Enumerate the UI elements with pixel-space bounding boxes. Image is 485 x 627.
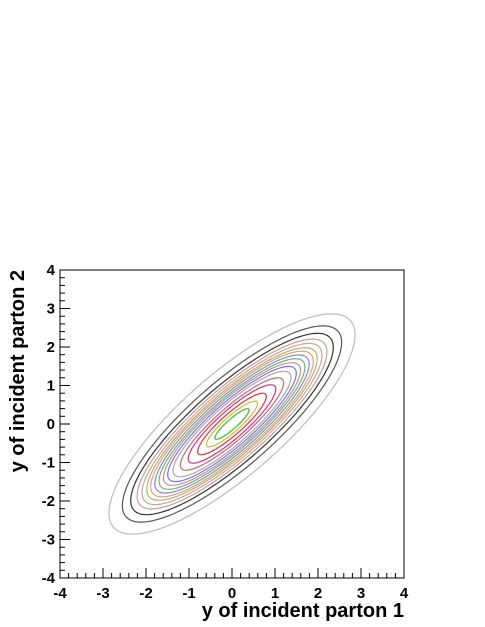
contour-level-5 — [141, 342, 323, 506]
x-tick-label: -3 — [96, 585, 109, 602]
y-tick-label: 3 — [47, 301, 55, 318]
contour-level-12 — [172, 370, 292, 478]
y-tick-label: -2 — [42, 493, 55, 510]
x-tick-label: -2 — [139, 585, 152, 602]
y-tick-label: 2 — [47, 339, 55, 356]
tick-layer: -4 -3 -2 -1 0 1 2 3 4 -4 -3 -2 -1 0 1 2 3 4 — [42, 262, 409, 602]
x-tick-label: 3 — [357, 585, 365, 602]
contour-level-16 — [205, 400, 259, 448]
x-axis-title: y of incident parton 1 — [202, 600, 404, 622]
y-axis-title: y of incident parton 2 — [7, 270, 29, 472]
contour-level-13 — [179, 377, 285, 471]
x-tick-label: 2 — [314, 585, 322, 602]
contour-level-10 — [162, 362, 302, 486]
contour-level-14 — [187, 384, 277, 464]
contour-level-6 — [146, 347, 318, 501]
contour-level-3 — [130, 332, 334, 516]
contour-level-15 — [196, 392, 268, 456]
x-tick-label: 1 — [271, 585, 279, 602]
contour-level-1 — [108, 313, 356, 535]
plot-frame — [59, 269, 405, 579]
y-tick-label: -4 — [42, 570, 56, 587]
y-tick-label: -3 — [42, 532, 55, 549]
y-tick-label: 4 — [47, 262, 56, 279]
contour-layer — [108, 313, 356, 535]
contour-level-8 — [154, 354, 310, 494]
y-tick-label: -1 — [42, 455, 55, 472]
contour-level-17 — [214, 408, 250, 440]
contour-level-11 — [167, 365, 297, 483]
y-tick-label: 0 — [47, 416, 55, 433]
x-tick-label: 0 — [228, 585, 236, 602]
y-tick-label: 1 — [47, 378, 55, 395]
contour-level-7 — [149, 350, 315, 498]
x-tick-label: -1 — [182, 585, 195, 602]
contour-level-9 — [158, 358, 306, 490]
contour-level-4 — [136, 338, 328, 510]
x-tick-label: 4 — [400, 585, 409, 602]
contour-level-2 — [121, 325, 343, 523]
x-tick-label: -4 — [53, 585, 67, 602]
